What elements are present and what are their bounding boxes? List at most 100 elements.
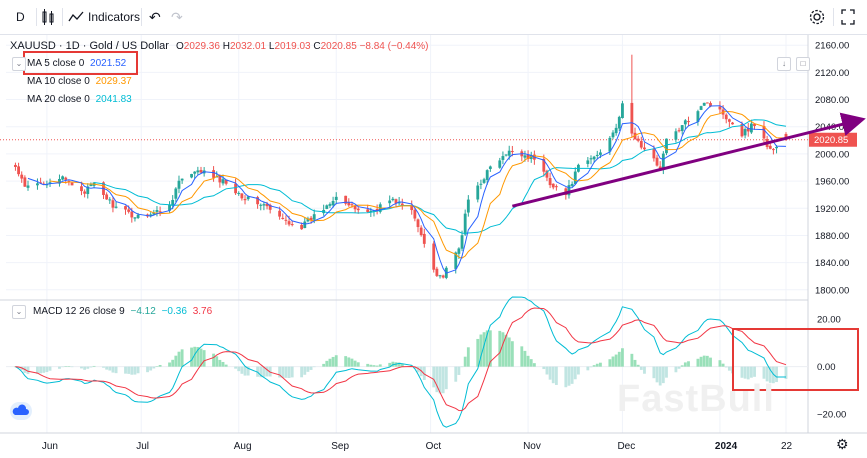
candle-body bbox=[350, 204, 354, 206]
ma5-line bbox=[27, 105, 787, 274]
macd-histogram-bar bbox=[92, 365, 96, 367]
macd-histogram bbox=[14, 330, 788, 394]
macd-histogram-bar bbox=[36, 366, 39, 374]
candle-body bbox=[174, 188, 178, 199]
candle-body bbox=[501, 156, 505, 160]
candle-body bbox=[111, 200, 115, 208]
macd-histogram-bar bbox=[171, 359, 175, 367]
chart-settings-icon[interactable]: ⚙ bbox=[836, 436, 849, 452]
candle-body bbox=[70, 182, 74, 186]
macd-histogram-bar bbox=[416, 366, 420, 373]
candle-body bbox=[215, 176, 219, 178]
macd-histogram-bar bbox=[454, 366, 458, 382]
candle-body bbox=[507, 150, 511, 156]
macd-histogram-bar bbox=[350, 358, 354, 367]
macd-histogram-bar bbox=[457, 366, 461, 375]
settings-gear-icon[interactable] bbox=[808, 6, 826, 28]
macd-histogram-bar bbox=[630, 353, 634, 367]
candle-body bbox=[410, 205, 414, 211]
macd-histogram-bar bbox=[523, 350, 527, 367]
candle-body bbox=[234, 183, 238, 194]
fullscreen-icon[interactable] bbox=[840, 6, 856, 28]
ohlc-l-value: 2019.03 bbox=[274, 41, 311, 52]
macd-histogram-bar bbox=[683, 362, 687, 367]
macd-histogram-bar bbox=[61, 366, 65, 368]
macd-histogram-bar bbox=[721, 363, 725, 367]
macd-histogram-bar bbox=[608, 359, 612, 367]
candle-body bbox=[482, 179, 486, 183]
cloud-icon[interactable] bbox=[10, 402, 32, 420]
candles-icon[interactable] bbox=[40, 6, 56, 28]
macd-histogram-bar bbox=[190, 347, 193, 367]
candle-body bbox=[661, 153, 665, 170]
candle-body bbox=[397, 202, 401, 204]
candle-body bbox=[353, 205, 357, 210]
macd-histogram-bar bbox=[369, 364, 373, 367]
macd-histogram-bar bbox=[576, 366, 580, 375]
collapse-legend-icon[interactable]: ⌄ bbox=[12, 57, 26, 71]
macd-collapse-icon[interactable]: ⌄ bbox=[12, 305, 26, 319]
candle-body bbox=[240, 193, 244, 199]
macd-histogram-bar bbox=[152, 366, 156, 369]
last-price-badge bbox=[809, 132, 857, 147]
macd-histogram-bar bbox=[529, 359, 533, 367]
candle-body bbox=[212, 170, 215, 178]
macd-histogram-bar bbox=[237, 366, 241, 372]
candle-body bbox=[64, 177, 68, 180]
macd-histogram-bar bbox=[265, 366, 269, 377]
candle-body bbox=[366, 209, 370, 212]
ohlc-c-label: C bbox=[313, 41, 321, 52]
macd-histogram-bar bbox=[353, 360, 357, 367]
macd-histogram-bar bbox=[221, 361, 225, 367]
candle-body bbox=[611, 132, 615, 138]
macd-histogram-bar bbox=[325, 360, 329, 367]
macd-histogram-bar bbox=[180, 349, 184, 367]
macd-histogram-bar bbox=[388, 362, 392, 367]
candle-body bbox=[136, 214, 140, 218]
macd-line bbox=[15, 296, 786, 428]
macd-histogram-bar bbox=[83, 366, 87, 370]
macd-histogram-bar bbox=[397, 362, 401, 367]
candle-body bbox=[457, 248, 461, 254]
macd-histogram-bar bbox=[595, 363, 599, 367]
candle-body bbox=[466, 199, 470, 213]
macd-histogram-bar bbox=[240, 366, 244, 374]
macd-histogram-bar bbox=[111, 366, 115, 373]
macd-tick-label: 20.00 bbox=[817, 315, 841, 326]
toolbar-divider bbox=[36, 8, 37, 26]
maximize-pane-icon[interactable]: □ bbox=[796, 57, 810, 71]
macd-histogram-bar bbox=[199, 348, 203, 367]
candle-body bbox=[23, 177, 27, 187]
candle-body bbox=[702, 102, 706, 106]
candle-body bbox=[224, 179, 228, 184]
indicators-button[interactable]: Indicators bbox=[88, 10, 141, 24]
macd-histogram-bar bbox=[661, 366, 665, 384]
candle-body bbox=[48, 182, 52, 184]
candle-body bbox=[375, 209, 379, 211]
ma5-legend: MA 5 close 0 2021.52 bbox=[27, 58, 129, 69]
candle-body bbox=[177, 180, 181, 189]
indicators-icon[interactable] bbox=[68, 6, 84, 28]
chart-canvas[interactable]: 2160.002120.002080.002040.002000.001960.… bbox=[0, 35, 867, 458]
candle-body bbox=[592, 156, 596, 160]
candle-body bbox=[246, 196, 250, 200]
candle-body bbox=[687, 121, 690, 123]
candle-body bbox=[300, 224, 304, 230]
macd-histogram-bar bbox=[328, 358, 332, 367]
macd-histogram-bar bbox=[262, 366, 266, 377]
candle-body bbox=[14, 164, 17, 167]
macd-histogram-bar bbox=[67, 366, 71, 367]
macd-histogram-bar bbox=[784, 366, 788, 379]
undo-icon[interactable]: ↶ bbox=[149, 9, 161, 25]
candle-body bbox=[463, 213, 467, 235]
macd-tick-label: −20.00 bbox=[817, 410, 846, 421]
candle-body bbox=[89, 184, 93, 187]
macd-histogram-bar bbox=[356, 362, 360, 367]
scroll-down-icon[interactable]: ↓ bbox=[777, 57, 791, 71]
macd-histogram-bar bbox=[39, 366, 43, 374]
macd-histogram-bar bbox=[80, 366, 83, 369]
macd-histogram-bar bbox=[146, 366, 149, 373]
interval-button[interactable]: D bbox=[16, 10, 25, 24]
redo-icon[interactable]: ↷ bbox=[171, 9, 183, 25]
candle-body bbox=[58, 178, 61, 184]
